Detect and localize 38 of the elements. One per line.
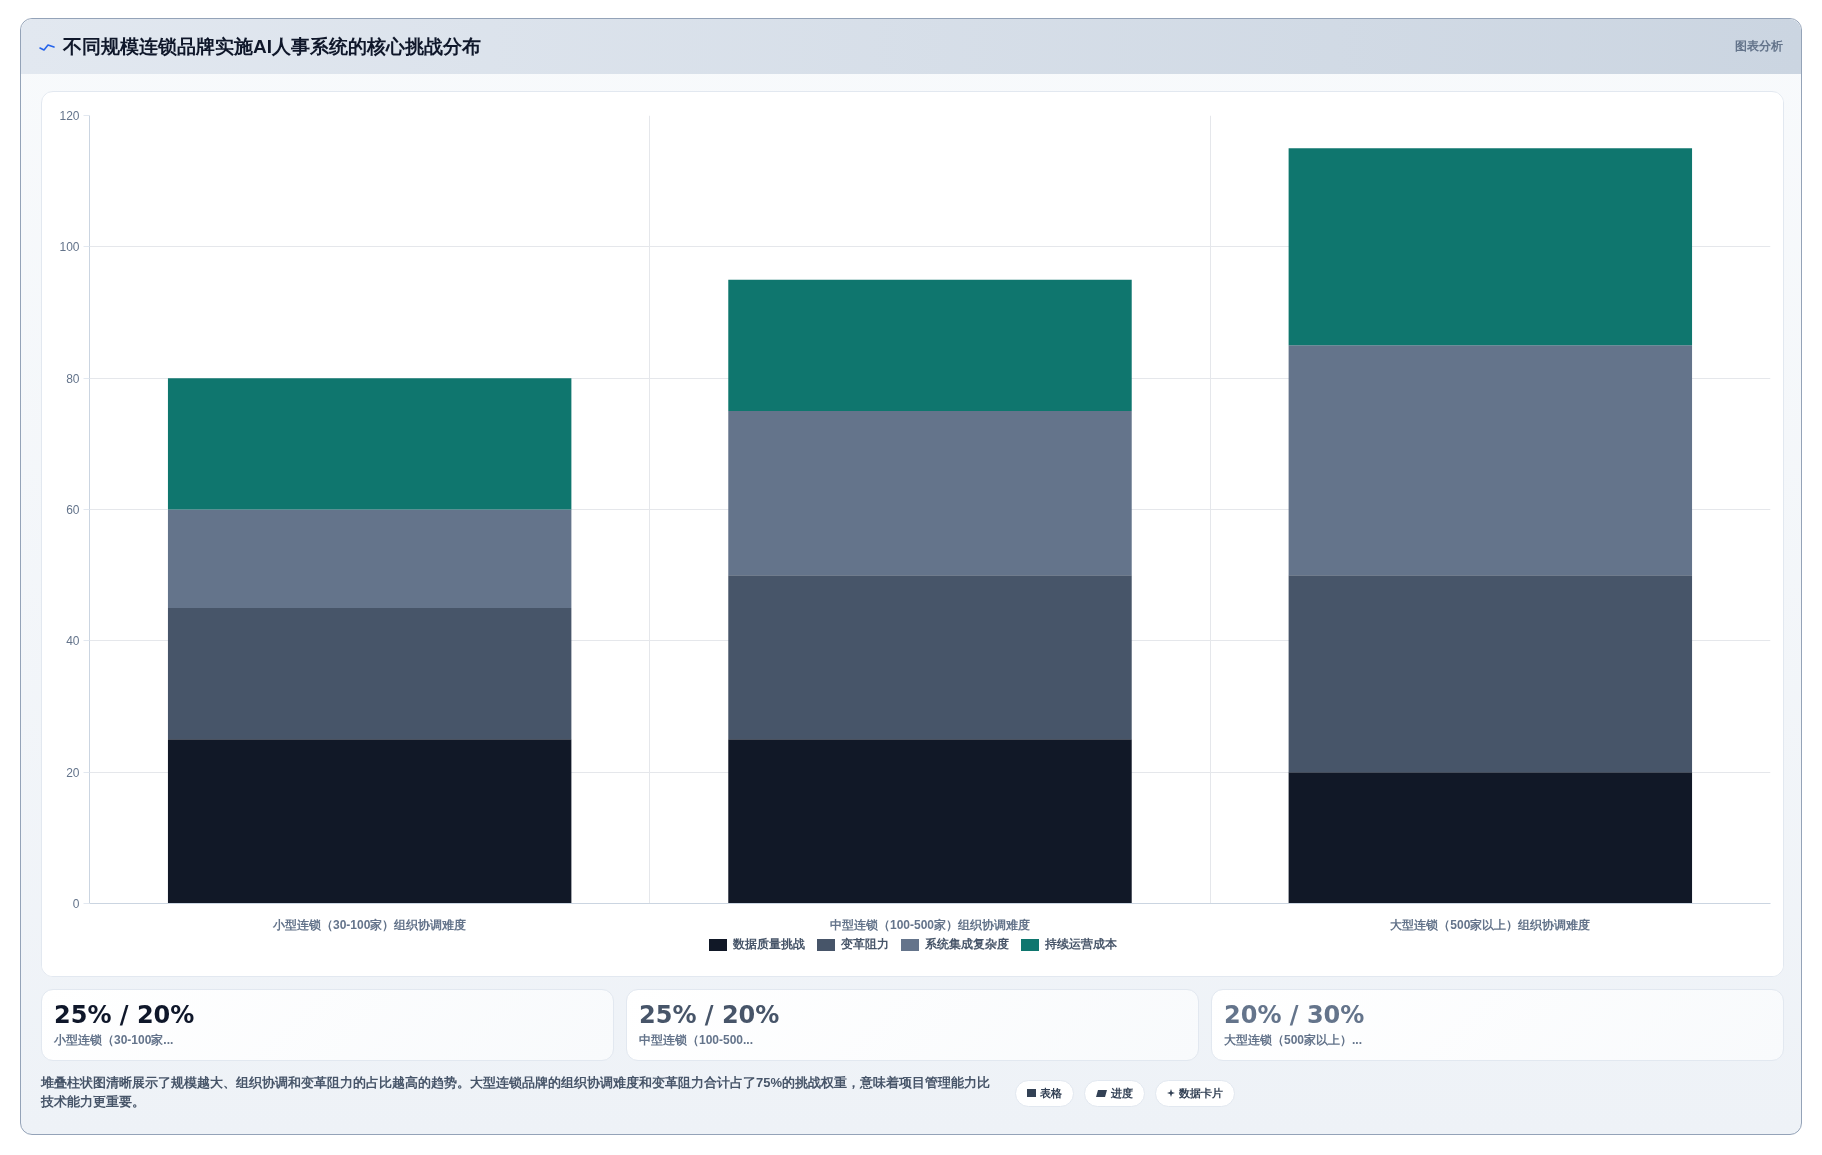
bar [1288,345,1693,576]
button: 进度 [1084,1079,1145,1107]
text: 25% / 20% [54,1000,195,1030]
y-tick-label: 0 [72,897,80,911]
legend-label: 数据质量挑战 [732,936,805,953]
bar [1288,575,1693,773]
text: 小型连锁（30-100家... [54,1032,175,1049]
bar [728,575,1132,740]
legend-label: 系统集成复杂度 [924,936,1009,953]
y-tick-label: 20 [66,765,80,780]
y-tick-label: 120 [59,109,80,123]
y-tick-label: 40 [66,634,80,649]
text: 堆叠柱状图清晰展示了规模越大、组织协调和变革阻力的占比越高的趋势。大型连锁品牌的组织协调难度和变革阻力合计占了75%的挑战权重，意味着项目管理能力比技术能力更重要。 [41,1074,992,1111]
chart-title: 不同规模连锁品牌实施AI人事系统的核心挑战分布 [63,34,481,59]
y-tick-label: 80 [66,371,80,386]
bar [167,378,572,510]
bar [728,411,1132,576]
x-tick-label: 大型连锁（500家以上）组织协调难度 [1390,917,1591,932]
text: 25% / 20% [639,1000,780,1030]
bar [1288,772,1693,904]
legend-label: 变革阻力 [840,936,889,953]
bar [1288,148,1693,346]
x-tick-label: 中型连锁（100-500家）组织协调难度 [829,917,1031,932]
button: 数据卡片 [1155,1079,1235,1107]
x-tick-label: 小型连锁（30-100家）组织协调难度 [271,917,467,932]
bar [167,509,572,608]
bar [167,608,572,740]
text: 大型连锁（500家以上）... [1224,1032,1364,1049]
y-tick-label: 60 [66,503,80,517]
text: 中型连锁（100-500... [639,1032,755,1049]
legend-label: 持续运营成本 [1044,936,1117,953]
text: 图表分析 [1735,38,1783,55]
bar [728,279,1132,411]
text: 20% / 30% [1224,1000,1365,1030]
bar [728,739,1132,904]
y-tick-label: 100 [59,240,80,255]
bar [167,739,572,904]
button: 表格 [1015,1079,1074,1107]
